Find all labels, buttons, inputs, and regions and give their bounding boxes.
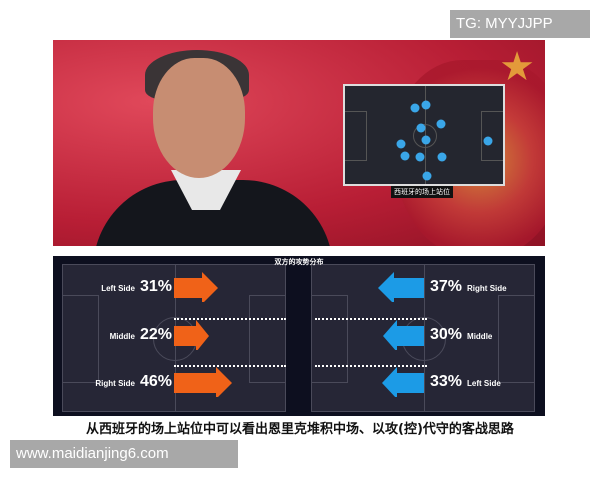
- player-dot: [410, 103, 420, 113]
- formation-pitch: [343, 84, 505, 186]
- left-team-row: Left Side 31%: [101, 278, 172, 300]
- left-team-row: Right Side 46%: [95, 373, 172, 395]
- row-label: Right Side: [467, 284, 507, 293]
- caption: 从西班牙的场上站位中可以看出恩里克堆积中场、以攻(控)代守的客战思路: [86, 422, 514, 437]
- row-value: 31%: [139, 278, 172, 295]
- right-team-row: 33% Left Side: [430, 373, 501, 395]
- inset-label: 西班牙的场上站位: [391, 186, 453, 198]
- right-team-row: 37% Right Side: [430, 278, 507, 300]
- row-value: 33%: [430, 373, 463, 390]
- arrow-left-icon: [378, 272, 424, 302]
- arrow-right-icon: [174, 367, 232, 397]
- player-dot: [483, 136, 493, 146]
- row-value: 22%: [139, 326, 172, 343]
- player-dot: [436, 119, 446, 129]
- row-label: Left Side: [101, 284, 135, 293]
- arrow-right-icon: [174, 272, 218, 302]
- watermark-top: TG: MYYJJPP: [450, 10, 590, 38]
- right-team-row: 30% Middle: [430, 326, 492, 348]
- row-label: Right Side: [95, 379, 135, 388]
- player-dot: [400, 151, 410, 161]
- left-team-row: Middle 22%: [110, 326, 172, 348]
- player-dot: [421, 135, 431, 145]
- player-dot: [396, 139, 406, 149]
- arrow-left-icon: [383, 320, 424, 350]
- arrow-left-icon: [382, 367, 424, 397]
- row-value: 30%: [430, 326, 463, 343]
- row-value: 46%: [139, 373, 172, 390]
- player-dot: [437, 152, 447, 162]
- watermark-bottom: www.maidianjing6.com: [10, 440, 238, 468]
- arrow-right-icon: [174, 320, 209, 350]
- player-dot: [416, 123, 426, 133]
- row-label: Middle: [109, 332, 135, 341]
- star-icon: ★: [499, 44, 535, 90]
- player-dot: [422, 171, 432, 181]
- player-dot: [421, 100, 431, 110]
- panel-title: 双方的攻势分布: [274, 258, 324, 266]
- player-dot: [415, 152, 425, 162]
- row-label: Middle: [467, 332, 493, 341]
- row-value: 37%: [430, 278, 463, 295]
- row-label: Left Side: [467, 379, 501, 388]
- attack-distribution-panel: 双方的攻势分布 Left Side 31% Middle 22% Right S…: [53, 256, 545, 416]
